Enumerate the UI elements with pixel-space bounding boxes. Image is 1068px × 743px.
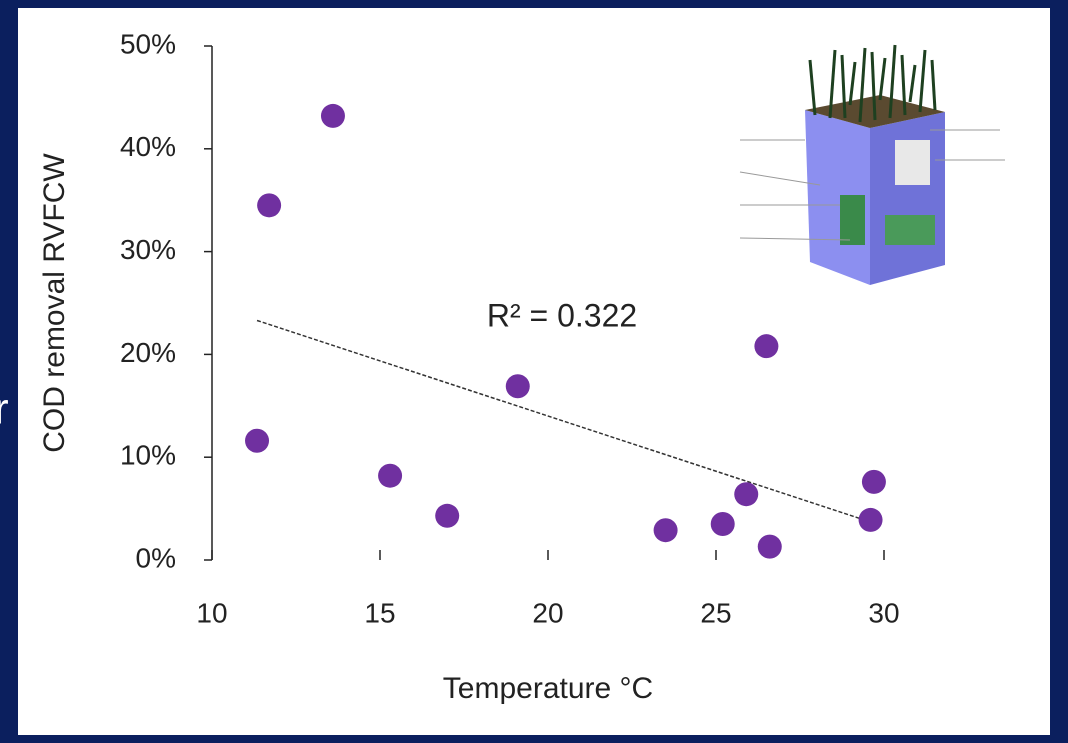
x-tick-label: 30 [868,597,899,628]
y-tick-label: 30% [120,234,176,265]
annotation: R² = 0.322 [487,297,637,333]
point [734,482,759,507]
point [245,428,270,453]
x-tick-label: 15 [364,597,395,628]
y-tick-label: 10% [120,440,176,471]
point [653,518,678,543]
x-axis-title: Temperature °C [443,672,653,705]
wetland-image [739,44,1005,285]
point [710,512,735,537]
y-tick-label: 50% [120,28,176,59]
point [505,374,530,399]
point [257,193,282,218]
x-tick-label: 10 [196,597,227,628]
y-tick-label: 40% [120,131,176,162]
point [435,503,460,528]
x-tick-label: 25 [700,597,731,628]
point [320,103,345,128]
slide-text: r [0,385,9,434]
point [757,534,782,559]
point [861,469,886,494]
y-axis-title: COD removal RVFCW [38,153,71,453]
y-tick-label: 0% [136,542,176,573]
point [378,463,403,488]
point [754,334,779,359]
x-tick-label: 20 [532,597,563,628]
point [858,507,883,532]
y-tick-label: 20% [120,337,176,368]
